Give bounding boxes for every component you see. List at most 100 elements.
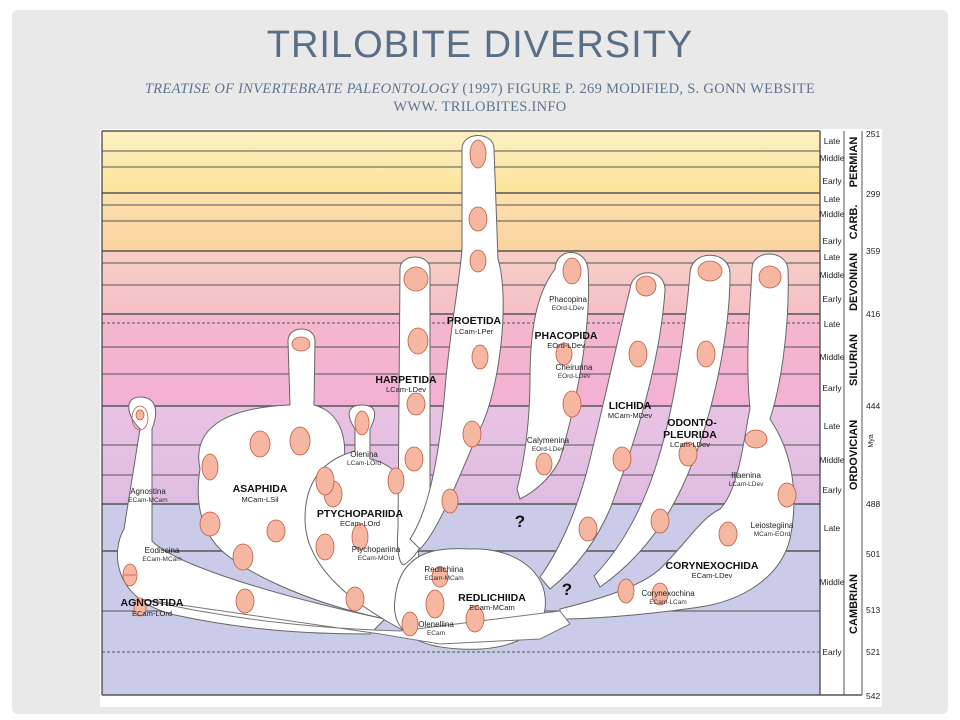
trilobite-asaphida-1 xyxy=(249,430,271,458)
trilobite-asaphida-5 xyxy=(232,543,254,571)
suborder-redlichiina-name: Redlichiina xyxy=(424,565,464,574)
suborder-cheirurina-name: Cheirurina xyxy=(556,363,593,372)
suborder-agnostina-name: Agnostina xyxy=(130,487,166,496)
period-silurian: SILURIAN xyxy=(848,334,860,386)
suborder-ptychopariina-range: ECam-MOrd xyxy=(358,555,395,562)
period-cambrian: CAMBRIAN xyxy=(848,574,860,634)
trilobite-illaenina xyxy=(744,429,768,449)
trilobite-lichida-4 xyxy=(578,516,598,542)
trilobite-phacopida-2 xyxy=(555,342,573,366)
trilobite-asaphida-6 xyxy=(266,519,286,543)
trilobite-asaphida-top xyxy=(291,336,311,352)
trilobite-agnostida xyxy=(122,563,138,587)
trilobite-illustrations xyxy=(122,139,797,637)
order-odontopleurida-name-2: PLEURIDA xyxy=(663,429,717,441)
trilobite-harpetida-4 xyxy=(404,446,424,472)
epoch-permian-middle: Middle xyxy=(819,153,844,163)
order-proetida-range: LCam-LPer xyxy=(455,327,494,336)
order-asaphida-range: MCam-LSil xyxy=(241,495,278,504)
age-521: 521 xyxy=(866,647,880,657)
suborder-eodiscina-range: ECam-MCam xyxy=(142,556,181,563)
age-359: 359 xyxy=(866,246,880,256)
trilobite-odontopleurida-2 xyxy=(696,340,716,368)
age-416: 416 xyxy=(866,309,880,319)
period-devonian: DEVONIAN xyxy=(848,253,860,311)
trilobite-olenellina xyxy=(465,605,485,633)
epoch-silurian-middle: Middle xyxy=(819,352,844,362)
trilobite-phacopina xyxy=(562,257,582,285)
period-carboniferous: CARB. xyxy=(848,205,860,240)
trilobite-proetida-1 xyxy=(469,139,487,169)
slide-subtitle: TREATISE OF INVERTEBRATE PALEONTOLOGY (1… xyxy=(40,80,920,116)
suborder-illaenina-name: Illaenina xyxy=(731,471,761,480)
trilobite-lichida-3 xyxy=(612,446,632,472)
suborder-redlichiina-range: ECam-MCam xyxy=(424,575,463,582)
subtitle-rest: (1997) FIGURE P. 269 MODIFIED, S. GONN W… xyxy=(458,81,816,97)
order-lichida-range: MCam-MDev xyxy=(608,411,652,420)
suborder-olenina-name: Olenina xyxy=(350,450,378,459)
unknown-mark-1: ? xyxy=(515,512,525,531)
agnostida-lineage xyxy=(116,396,387,635)
order-agnostida-range: ECam-LOrd xyxy=(132,609,172,618)
trilobite-ptychopariida-5 xyxy=(345,586,365,612)
epoch-devonian-late: Late xyxy=(824,252,841,262)
epoch-permian-late: Late xyxy=(824,136,841,146)
unknown-mark-2: ? xyxy=(562,580,572,599)
trilobite-agnostida-2 xyxy=(133,597,147,617)
trilobite-corynexochida-3 xyxy=(718,521,738,547)
diversity-chart: AGNOSTIDA ASAPHIDA PTYCHOPARIIDA REDLICH… xyxy=(100,129,882,707)
trilobite-proetida-4 xyxy=(471,344,489,370)
suborder-corynexochina-name: Corynexochina xyxy=(641,589,695,598)
trilobite-redlichiida-2 xyxy=(401,611,419,637)
epoch-cambrian-late: Late xyxy=(824,523,841,533)
trilobite-redlichiida-3 xyxy=(431,566,449,588)
suborder-phacopina-name: Phacopina xyxy=(549,295,587,304)
order-redlichiida-range: ECam-MCam xyxy=(469,603,514,612)
trilobite-odontopleurida-4 xyxy=(650,508,670,534)
order-corynexochida-name: CORYNEXOCHIDA xyxy=(666,560,759,572)
order-harpetida-name: HARPETIDA xyxy=(375,374,437,386)
mya-unit-label: Mya xyxy=(868,434,875,447)
age-251: 251 xyxy=(866,129,880,139)
trilobite-calymenina xyxy=(535,452,553,476)
trilobite-proetida-6 xyxy=(441,488,459,514)
suborder-leiostegiina-name: Leiostegiina xyxy=(751,521,794,530)
suborder-olenellina-range: ECam xyxy=(427,630,445,637)
age-501: 501 xyxy=(866,549,880,559)
diversity-chart-svg: AGNOSTIDA ASAPHIDA PTYCHOPARIIDA REDLICH… xyxy=(101,129,880,701)
trilobite-redlichiina xyxy=(425,589,445,619)
period-ordovician: ORDOVICIAN xyxy=(848,420,860,490)
epoch-silurian-late: Late xyxy=(824,319,841,329)
order-ptychopariida-range: ECam-LOrd xyxy=(340,519,380,528)
trilobite-asaphida-2 xyxy=(289,426,311,456)
epoch-carb-late: Late xyxy=(824,194,841,204)
odontopleurida-lineage xyxy=(593,254,731,588)
trilobite-cheirurina xyxy=(562,390,582,418)
epoch-permian-early: Early xyxy=(822,176,842,186)
age-513: 513 xyxy=(866,605,880,615)
order-agnostida-name: AGNOSTIDA xyxy=(121,597,184,609)
epoch-cambrian-middle: Middle xyxy=(819,577,844,587)
trilobite-ptychopariida-3 xyxy=(315,533,335,561)
age-299: 299 xyxy=(866,189,880,199)
suborder-cheirurina-range: EOrd-LDev xyxy=(558,373,591,380)
epoch-cambrian-early: Early xyxy=(822,647,842,657)
trilobite-harpetida-1 xyxy=(403,266,429,292)
order-phacopida-range: EOrd-LDev xyxy=(547,341,585,350)
trilobite-proetida-3 xyxy=(469,249,487,273)
trilobite-proetida-2 xyxy=(468,206,488,232)
suborder-phacopina-range: EOrd-LDev xyxy=(552,305,585,312)
trilobite-agnostina xyxy=(131,405,149,431)
order-redlichiida-name: REDLICHIIDA xyxy=(458,592,526,604)
suborder-olenina-range: LCam-LOrd xyxy=(347,460,381,467)
suborder-olenellina-name: Olenellina xyxy=(418,620,454,629)
suborder-eodiscina-name: Eodiscina xyxy=(145,546,180,555)
order-asaphida-name: ASAPHIDA xyxy=(233,483,288,495)
band-permian xyxy=(102,131,820,193)
order-ptychopariida-name: PTYCHOPARIIDA xyxy=(317,508,404,520)
trilobite-corynexochina xyxy=(617,578,635,604)
age-542: 542 xyxy=(866,691,880,701)
order-corynexochida-range: ECam-LDev xyxy=(692,571,733,580)
trilobite-olenina xyxy=(354,410,370,436)
epoch-silurian-early: Early xyxy=(822,383,842,393)
